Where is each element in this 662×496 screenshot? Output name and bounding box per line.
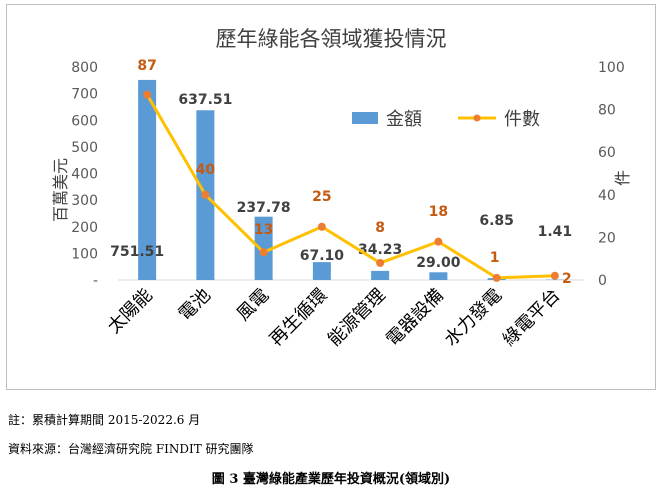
line-value-label: 87 xyxy=(137,58,156,74)
legend-label-line: 件數 xyxy=(504,109,540,130)
line-point xyxy=(259,248,268,257)
y-tick-label: 700 xyxy=(71,87,98,103)
line-point xyxy=(492,273,501,282)
line-point xyxy=(143,90,152,99)
line-value-label: 40 xyxy=(196,162,216,178)
bar-value-label: 29.00 xyxy=(416,255,461,271)
x-tick-label: 風電 xyxy=(233,285,273,325)
y-tick-label: 300 xyxy=(71,193,98,209)
line-point xyxy=(550,271,559,280)
chart: 歷年綠能各領域獲投情況 百萬美元 件 -10020030040050060070… xyxy=(51,27,632,351)
line-value-label: 25 xyxy=(312,189,331,205)
line-value-label: 2 xyxy=(562,271,572,287)
y2-tick-label: 80 xyxy=(598,103,616,119)
line-value-label: 18 xyxy=(429,204,448,220)
chart-note: 註：累積計算期間 2015-2022.6 月 xyxy=(8,413,201,427)
bar-value-label: 637.51 xyxy=(178,92,232,108)
y2-tick-label: 0 xyxy=(598,273,607,289)
x-tick-label: 再生循環 xyxy=(266,285,332,351)
x-tick-label: 電器設備 xyxy=(382,285,448,351)
line-point xyxy=(201,190,210,199)
y-tick-label: 100 xyxy=(71,246,98,262)
y2-tick-label: 100 xyxy=(598,60,625,76)
y-tick-label: - xyxy=(93,273,98,289)
y2-axis-label: 件 xyxy=(613,170,632,186)
line-point xyxy=(317,222,326,231)
x-tick-label: 電池 xyxy=(175,285,215,325)
y2-tick-label: 20 xyxy=(598,230,616,246)
y-tick-label: 200 xyxy=(71,220,98,236)
y-axis-label: 百萬美元 xyxy=(51,158,70,222)
bar xyxy=(312,262,331,280)
legend-label-bar: 金額 xyxy=(386,109,422,130)
y-axis-ticks: - 100 200 300 400 500 600 700 800 xyxy=(71,60,98,289)
series-line xyxy=(145,93,555,280)
legend-swatch-bar xyxy=(352,112,378,124)
bar-value-label: 1.41 xyxy=(538,224,573,240)
bar xyxy=(138,79,157,280)
data-source: 資料來源：台灣經濟研究院 FINDIT 研究團隊 xyxy=(8,442,254,456)
bar xyxy=(429,272,448,280)
y2-axis-ticks: 0 20 40 60 80 100 xyxy=(598,60,625,289)
line-point xyxy=(434,237,443,246)
y2-tick-label: 40 xyxy=(598,188,616,204)
bar-series: 751.51 637.51 237.78 67.10 34.23 29.00 6.85 1.4… xyxy=(110,79,573,280)
bar xyxy=(371,270,390,280)
x-tick-label: 綠電平台 xyxy=(499,285,565,351)
chart-title: 歷年綠能各領域獲投情況 xyxy=(216,27,447,51)
bar-value-label: 6.85 xyxy=(479,213,514,229)
y-tick-label: 500 xyxy=(71,140,98,156)
bar-value-label: 751.51 xyxy=(110,244,164,260)
bar-value-label: 67.10 xyxy=(300,248,345,264)
x-tick-label: 能源管理 xyxy=(324,285,390,351)
line-point xyxy=(376,258,385,267)
line-value-label: 8 xyxy=(375,220,385,236)
x-tick-label: 水力發電 xyxy=(440,285,506,351)
chart-frame xyxy=(6,4,656,390)
y2-tick-label: 60 xyxy=(598,145,616,161)
x-tick-label: 太陽能 xyxy=(104,285,157,338)
bar-value-label: 34.23 xyxy=(358,242,402,258)
figure-caption: 圖 3 臺灣綠能產業歷年投資概況(領域別) xyxy=(211,472,451,487)
y-tick-label: 400 xyxy=(71,167,98,183)
y-tick-label: 600 xyxy=(71,113,98,129)
line-series: 87 40 13 25 8 18 1 2 xyxy=(137,58,571,287)
legend: 金額 件數 xyxy=(352,109,540,130)
line-value-label: 1 xyxy=(490,250,500,266)
bar-value-label: 237.78 xyxy=(237,200,291,216)
legend-swatch-marker xyxy=(473,114,481,122)
y-tick-label: 800 xyxy=(71,60,98,76)
line-value-label: 13 xyxy=(254,222,273,238)
